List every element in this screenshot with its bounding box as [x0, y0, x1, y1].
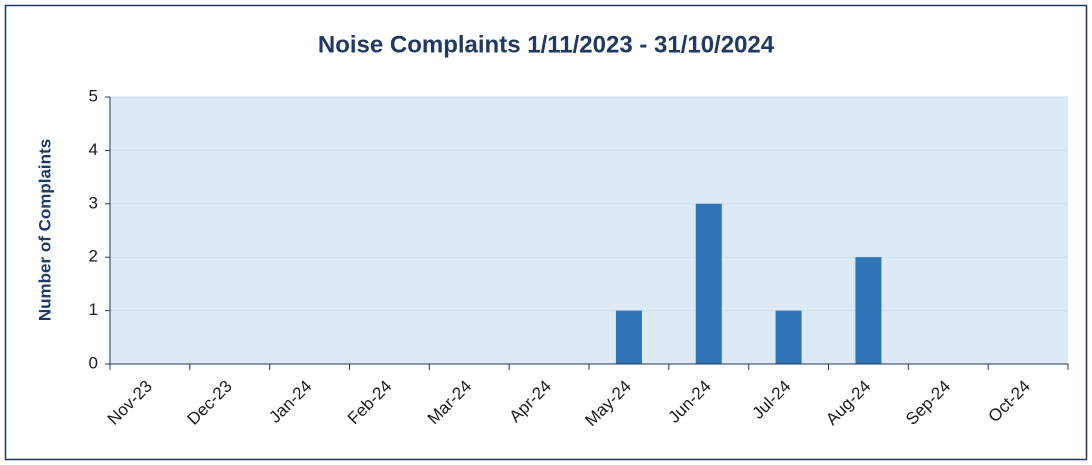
y-tick-label: 3: [89, 193, 98, 212]
y-tick-label: 4: [89, 140, 98, 159]
plot-area: [110, 97, 1068, 364]
bar: [775, 310, 802, 364]
bar: [855, 257, 882, 364]
y-tick-label: 5: [89, 86, 98, 105]
y-tick-label: 2: [89, 247, 98, 266]
y-tick-label: 1: [89, 300, 98, 319]
bar: [615, 310, 642, 364]
chart-title: Noise Complaints 1/11/2023 - 31/10/2024: [318, 31, 775, 58]
y-axis-label: Number of Complaints: [35, 139, 54, 321]
bar: [695, 203, 722, 364]
y-tick-label: 0: [89, 353, 98, 372]
